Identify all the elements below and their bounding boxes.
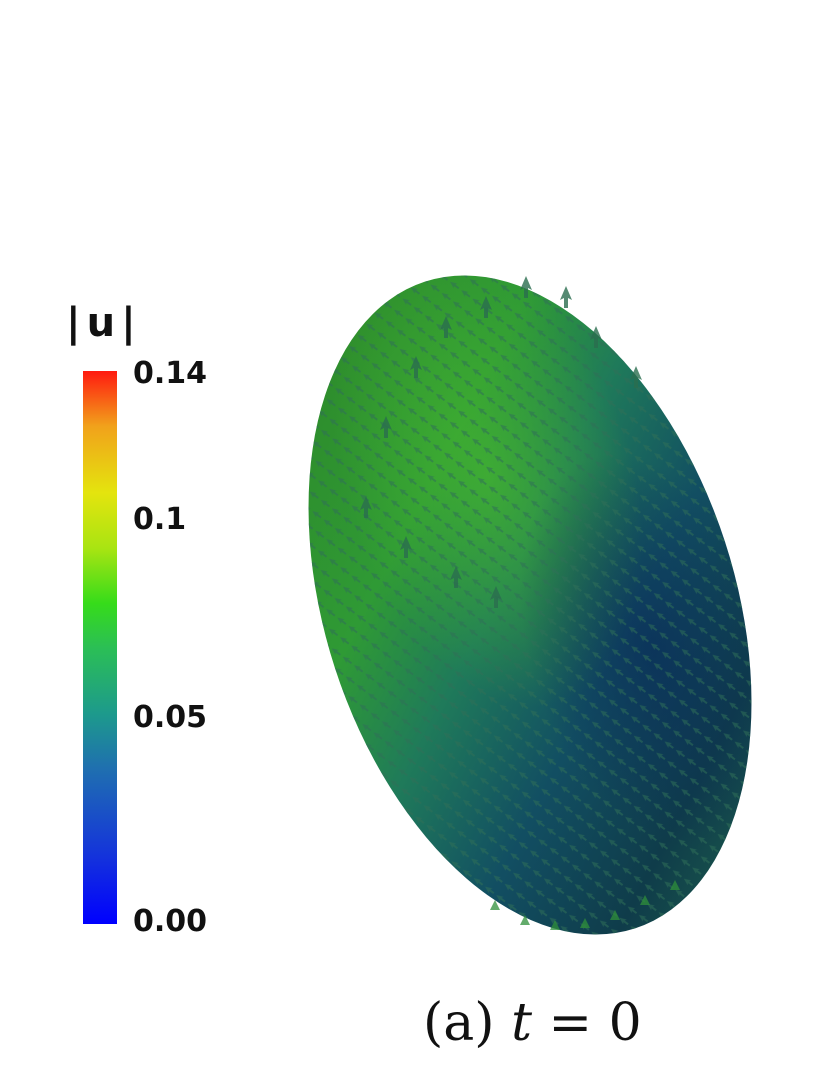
colorbar-tick-max: 0.14 bbox=[133, 356, 208, 391]
caption-variable: t bbox=[511, 993, 533, 1053]
colorbar-tick-0-05: 0.05 bbox=[133, 700, 208, 735]
caption-label: (a) bbox=[423, 993, 495, 1053]
colorbar-tick-0-1: 0.1 bbox=[133, 502, 187, 537]
figure-caption: (a) t = 0 bbox=[423, 993, 642, 1053]
colorbar bbox=[83, 371, 117, 924]
colorbar-tick-min: 0.00 bbox=[133, 904, 208, 939]
ellipsoid-body bbox=[308, 275, 752, 935]
velocity-surface-plot bbox=[308, 275, 752, 935]
surface-arrows bbox=[360, 276, 642, 608]
caption-value: 0 bbox=[608, 993, 642, 1053]
caption-equals: = bbox=[548, 993, 593, 1053]
bottom-arrows bbox=[490, 880, 680, 930]
colorbar-title: |u| bbox=[66, 300, 142, 346]
